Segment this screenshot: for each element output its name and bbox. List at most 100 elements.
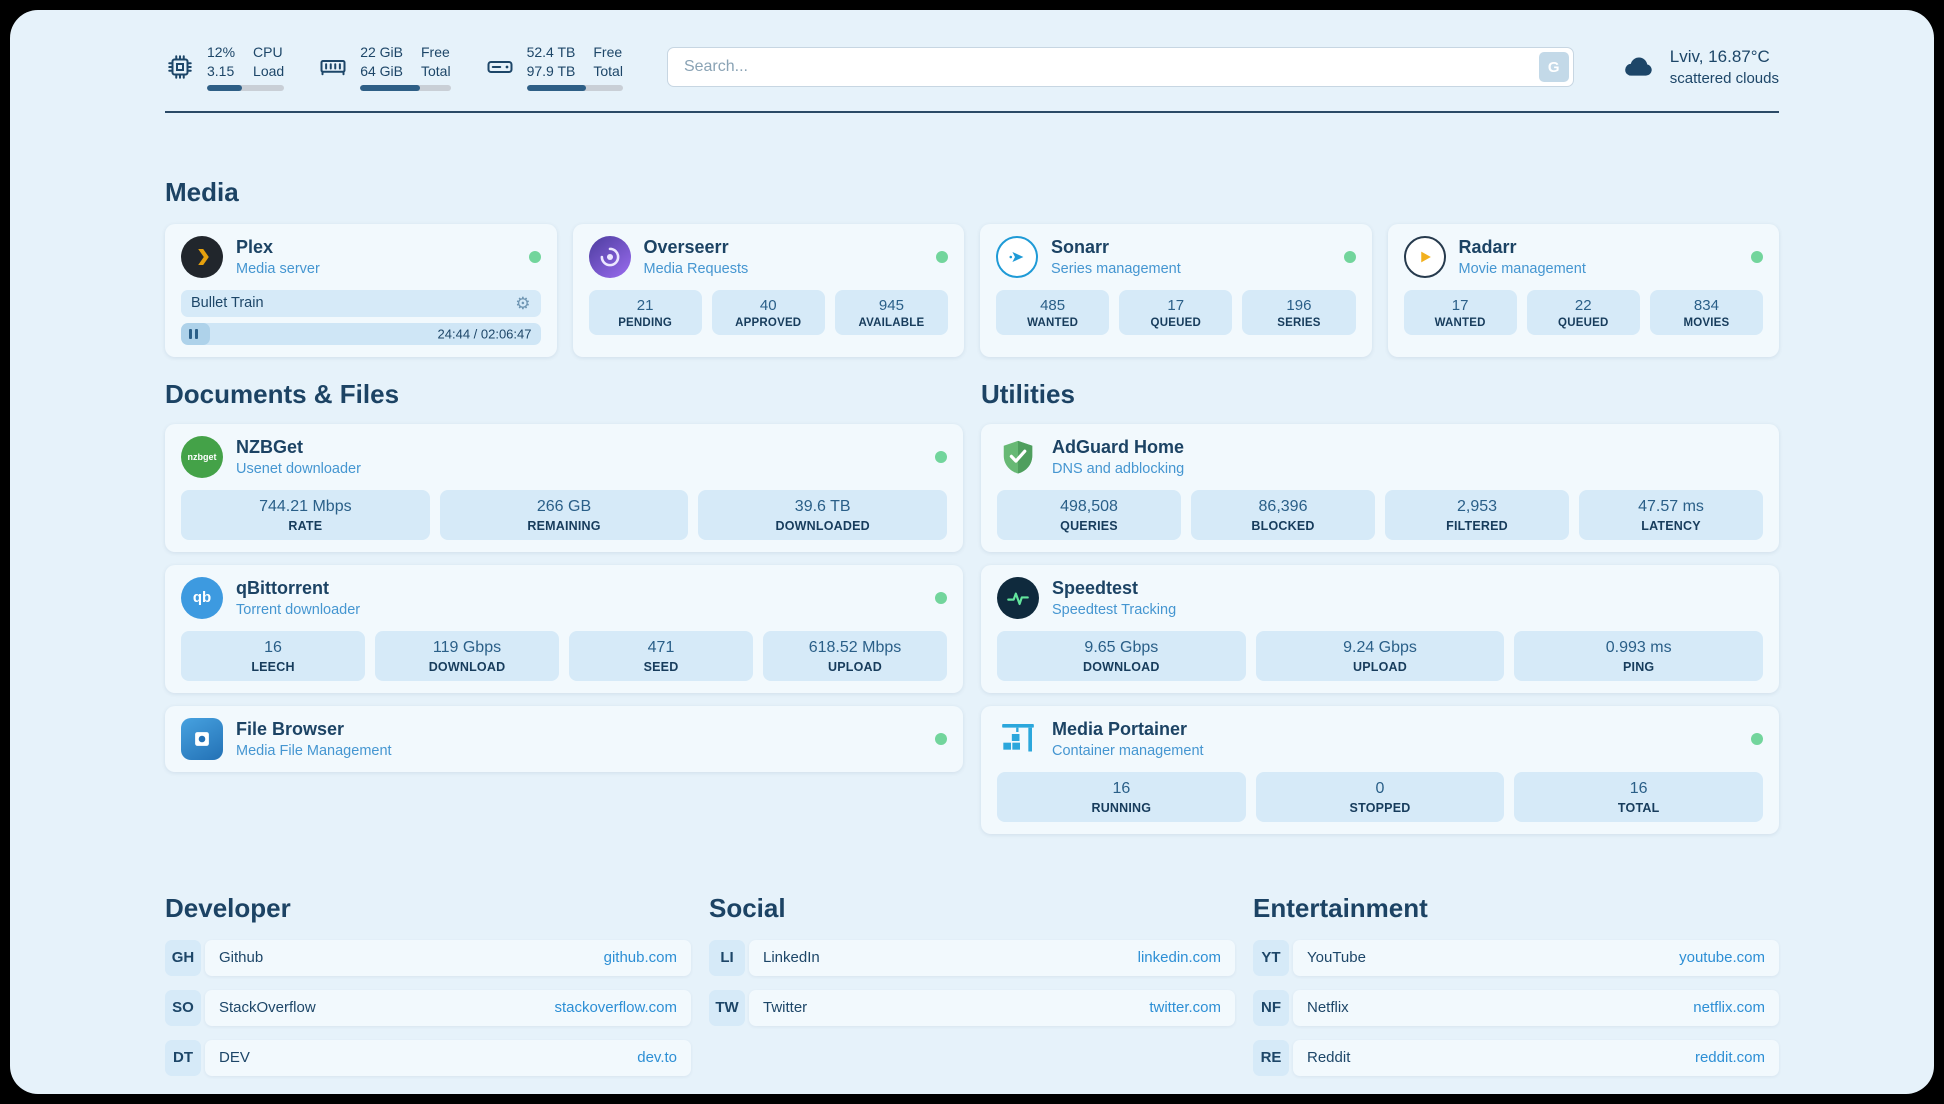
app-subtitle: Usenet downloader	[236, 460, 361, 477]
stat-tile: 9.65 Gbps DOWNLOAD	[997, 630, 1246, 681]
stat-label: QUEUED	[1558, 316, 1609, 329]
bookmark-youtube[interactable]: YT YouTube youtube.com	[1253, 939, 1779, 976]
stat-value: 22	[1574, 296, 1592, 314]
bookmark-name: Reddit	[1307, 1049, 1351, 1067]
bookmark-github[interactable]: GH Github github.com	[165, 939, 691, 976]
section-utilities: Utilities AdGuard Home DNS and adblockin…	[981, 379, 1779, 847]
gear-icon[interactable]: ⚙	[515, 293, 531, 313]
stat-value: 16	[264, 638, 282, 656]
stat-label: SERIES	[1277, 316, 1321, 329]
ram-icon	[318, 52, 348, 82]
bookmark-name: Twitter	[763, 999, 808, 1017]
app-card-sonarr[interactable]: Sonarr Series management 485 WANTED 17 Q…	[980, 223, 1372, 357]
bookmark-abbr: GH	[165, 939, 201, 976]
app-card-qbittorrent[interactable]: qb qBittorrent Torrent downloader 16 LEE…	[165, 564, 963, 693]
disk-free: 52.4 TB	[526, 44, 576, 60]
stat-value: 196	[1286, 296, 1312, 314]
stat-label: SEED	[643, 659, 679, 674]
cpu-label-top: CPU	[253, 44, 283, 60]
app-subtitle: Container management	[1052, 742, 1204, 759]
stat-label: MOVIES	[1683, 316, 1730, 329]
stat-value: 119 Gbps	[432, 638, 502, 656]
search-input[interactable]	[666, 47, 1574, 88]
status-dot	[528, 250, 541, 263]
bookmark-linkedin[interactable]: LI LinkedIn linkedin.com	[709, 939, 1235, 976]
search-engine-button[interactable]: G	[1538, 52, 1569, 83]
bookmarks-area: Developer GH Github github.com SO StackO…	[165, 893, 1779, 1094]
card-head: AdGuard Home DNS and adblocking	[997, 436, 1763, 478]
status-dot	[936, 250, 948, 263]
stat-label: WANTED	[1434, 316, 1486, 329]
middle-columns: Documents & Files nzbget NZBGet Usenet d…	[165, 379, 1779, 847]
media-cards-row: Plex Media server Bullet Train ⚙	[165, 223, 1779, 357]
status-dot	[1751, 732, 1763, 745]
stat-label: UPLOAD	[1353, 659, 1407, 674]
bookmark-abbr: YT	[1253, 939, 1289, 976]
bookmark-dev[interactable]: DT DEV dev.to	[165, 1039, 691, 1076]
ram-total: 64 GiB	[360, 62, 403, 79]
bookmark-body: Netflix netflix.com	[1293, 989, 1779, 1026]
stat-tile: 22 QUEUED	[1526, 289, 1640, 335]
stat-value: 834	[1693, 296, 1719, 314]
app-subtitle: Movie management	[1458, 260, 1586, 277]
stats-row: 21 PENDING 40 APPROVED 945 AVAILABLE	[588, 289, 949, 335]
app-titles: qBittorrent Torrent downloader	[236, 578, 360, 618]
cpu-percent: 12%	[207, 44, 236, 60]
stats-row: 16 RUNNING 0 STOPPED 16 TOTAL	[997, 771, 1764, 822]
status-dot	[935, 450, 947, 463]
app-card-speedtest[interactable]: Speedtest Speedtest Tracking 9.65 Gbps D…	[981, 564, 1779, 693]
stat-label: PENDING	[618, 316, 672, 329]
speedtest-icon	[997, 576, 1039, 619]
app-card-overseerr[interactable]: Overseerr Media Requests 21 PENDING 40 A…	[572, 223, 964, 357]
card-head: File Browser Media File Management	[181, 717, 947, 760]
cpu-widget: 12% 3.15 CPU Load	[165, 44, 285, 91]
stat-tile: 16 TOTAL	[1514, 771, 1764, 822]
app-card-radarr[interactable]: Radarr Movie management 17 WANTED 22 QUE…	[1387, 223, 1779, 357]
stat-tile: 196 SERIES	[1242, 289, 1356, 335]
stat-tile: 9.24 Gbps UPLOAD	[1255, 630, 1505, 681]
stat-tile: 119 Gbps DOWNLOAD	[375, 630, 559, 681]
stat-value: 485	[1040, 296, 1066, 314]
app-name: qBittorrent	[236, 577, 329, 598]
card-head: Sonarr Series management	[996, 235, 1356, 278]
stat-tile: 945 AVAILABLE	[834, 289, 949, 335]
stat-tile: 17 WANTED	[1403, 289, 1517, 335]
app-name: Plex	[236, 236, 274, 257]
app-titles: NZBGet Usenet downloader	[236, 437, 361, 477]
bookmark-stackoverflow[interactable]: SO StackOverflow stackoverflow.com	[165, 989, 691, 1026]
app-card-plex[interactable]: Plex Media server Bullet Train ⚙	[165, 223, 557, 357]
bookmark-netflix[interactable]: NF Netflix netflix.com	[1253, 989, 1779, 1026]
section-title-documents: Documents & Files	[165, 378, 400, 409]
stat-label: RUNNING	[1091, 800, 1152, 815]
app-card-filebrowser[interactable]: File Browser Media File Management	[165, 705, 963, 772]
playback-progress-bar[interactable]: 24:44 / 02:06:47	[181, 322, 541, 345]
app-name: Speedtest	[1052, 577, 1139, 598]
app-titles: Speedtest Speedtest Tracking	[1052, 578, 1176, 618]
section-title-developer: Developer	[165, 892, 291, 923]
bookmark-body: DEV dev.to	[205, 1039, 691, 1076]
stat-value: 9.65 Gbps	[1084, 638, 1159, 656]
bookmark-body: Reddit reddit.com	[1293, 1039, 1779, 1076]
bookmark-twitter[interactable]: TW Twitter twitter.com	[709, 989, 1235, 1026]
bookmark-reddit[interactable]: RE Reddit reddit.com	[1253, 1039, 1779, 1076]
stat-value: 16	[1629, 779, 1648, 797]
stat-value: 498,508	[1060, 497, 1118, 515]
now-playing-widget: Bullet Train ⚙ 24:44 / 02:06:47	[181, 289, 541, 345]
now-playing-header: Bullet Train ⚙	[181, 289, 541, 317]
app-subtitle: Series management	[1051, 260, 1181, 277]
stat-value: 47.57 ms	[1638, 497, 1704, 515]
playback-time: 24:44 / 02:06:47	[437, 326, 532, 342]
app-name: Media Portainer	[1052, 718, 1188, 739]
bookmark-body: Twitter twitter.com	[749, 989, 1235, 1026]
pause-icon[interactable]	[189, 328, 198, 339]
bookmark-abbr: SO	[165, 989, 201, 1026]
bookmark-url: netflix.com	[1693, 999, 1765, 1017]
app-card-portainer[interactable]: Media Portainer Container management 16 …	[981, 705, 1779, 834]
app-card-adguard[interactable]: AdGuard Home DNS and adblocking 498,508 …	[981, 423, 1779, 552]
stat-label: RATE	[288, 518, 323, 533]
bookmark-name: DEV	[219, 1049, 250, 1067]
topbar-divider	[165, 110, 1779, 113]
app-card-nzbget[interactable]: nzbget NZBGet Usenet downloader 744.21 M…	[165, 423, 963, 552]
app-name: AdGuard Home	[1052, 436, 1185, 457]
app-name: Radarr	[1458, 236, 1517, 257]
